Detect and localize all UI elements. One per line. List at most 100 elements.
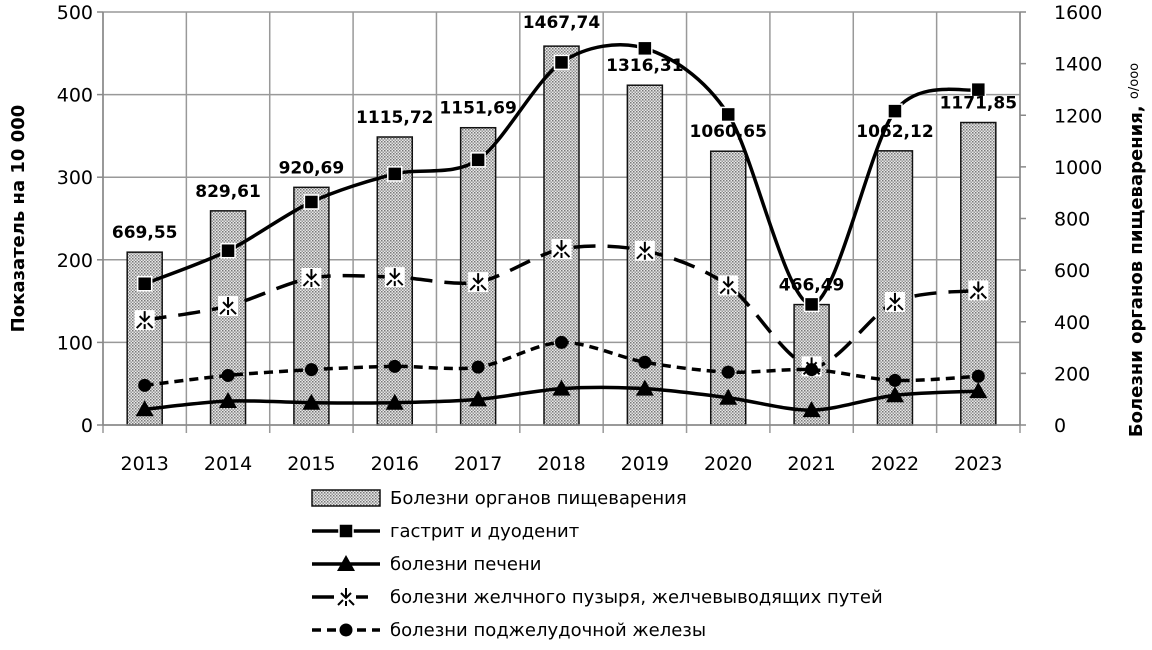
circle-marker bbox=[805, 363, 819, 377]
circle-marker bbox=[221, 368, 235, 382]
bar bbox=[293, 186, 330, 426]
bar bbox=[543, 45, 580, 426]
square-marker bbox=[220, 242, 236, 259]
bar-data-label: 1171,85 bbox=[940, 94, 1017, 114]
x-tick-label: 2023 bbox=[954, 453, 1002, 475]
bar-data-label: 1316,31 bbox=[606, 56, 683, 76]
bar-data-label: 920,69 bbox=[279, 158, 345, 178]
tick-label-right: 0 bbox=[1054, 415, 1066, 437]
star-marker bbox=[718, 275, 739, 296]
triangle-marker bbox=[969, 382, 988, 399]
x-tick-label: 2014 bbox=[204, 453, 252, 475]
star-marker-glyph bbox=[386, 268, 404, 287]
bar-data-label: 1062,12 bbox=[856, 122, 933, 142]
triangle-marker bbox=[469, 390, 488, 407]
x-tick-label: 2020 bbox=[704, 453, 752, 475]
square-marker bbox=[637, 40, 653, 57]
tick-label-left: 100 bbox=[57, 332, 93, 354]
triangle-marker bbox=[719, 388, 738, 405]
star-marker bbox=[134, 310, 155, 331]
x-tick-label: 2019 bbox=[621, 453, 669, 475]
circle-marker bbox=[721, 365, 735, 379]
square-marker bbox=[970, 81, 987, 98]
bar-data-label: 466,49 bbox=[779, 276, 845, 296]
star-marker-glyph bbox=[636, 241, 654, 260]
square-marker bbox=[470, 152, 486, 168]
star-marker-glyph bbox=[552, 240, 571, 259]
x-tick-label: 2018 bbox=[537, 453, 585, 475]
tick-label-right: 1400 bbox=[1054, 54, 1102, 76]
star-marker bbox=[968, 280, 989, 301]
star-marker-glyph bbox=[302, 268, 321, 287]
bar-data-label: 669,55 bbox=[112, 223, 178, 243]
legend-label: Болезни органов пищеварения bbox=[390, 488, 687, 509]
star-marker bbox=[301, 267, 322, 288]
bar-data-label: 1151,69 bbox=[439, 99, 516, 119]
circle-marker bbox=[638, 355, 652, 369]
tick-label-right: 1200 bbox=[1054, 105, 1102, 127]
triangle-marker bbox=[337, 555, 355, 571]
star-marker-glyph bbox=[337, 588, 355, 606]
bar-data-label: 829,61 bbox=[195, 182, 261, 202]
lines: 669,55 829,61 920,69 1115,72 1151,69 1467,74 1… bbox=[112, 13, 1017, 418]
x-tick-label: 2022 bbox=[871, 453, 919, 475]
y-axis-title-left: Показатель на 10 000 bbox=[8, 105, 29, 333]
star-marker bbox=[551, 239, 572, 260]
legend-label: болезни поджелудочной железы bbox=[390, 620, 706, 641]
star-marker-glyph bbox=[719, 276, 737, 295]
tick-label-left: 300 bbox=[57, 167, 93, 189]
star-marker bbox=[468, 272, 489, 293]
square-marker bbox=[338, 523, 354, 539]
axes: 0 100 200 300 400 500 0 200 400 600 800 1000 1200 140… bbox=[8, 2, 1147, 475]
star-marker-glyph bbox=[219, 297, 237, 316]
circle-marker bbox=[339, 623, 353, 637]
series-line bbox=[144, 244, 979, 369]
bar-data-label: 1115,72 bbox=[356, 108, 433, 128]
star-marker-glyph bbox=[886, 292, 904, 311]
star-marker bbox=[634, 240, 655, 261]
star-marker bbox=[884, 291, 905, 312]
square-marker bbox=[387, 166, 403, 182]
tick-label-right: 600 bbox=[1054, 260, 1090, 282]
tick-label-right: 200 bbox=[1054, 363, 1090, 385]
triangle-marker bbox=[385, 393, 404, 410]
triangle-marker bbox=[302, 393, 321, 410]
tick-label-left: 400 bbox=[57, 85, 93, 107]
triangle-marker bbox=[885, 386, 904, 403]
x-tick-label: 2013 bbox=[121, 453, 169, 475]
tick-label-left: 200 bbox=[57, 250, 93, 272]
square-marker bbox=[720, 106, 736, 123]
circle-marker bbox=[971, 369, 985, 383]
x-tick-label: 2015 bbox=[287, 453, 335, 475]
legend-item: болезни печени bbox=[312, 554, 541, 575]
legend-label: болезни печени bbox=[390, 554, 541, 575]
bar-data-label: 1060,65 bbox=[690, 122, 767, 142]
tick-label-left: 0 bbox=[81, 415, 93, 437]
triangle-marker bbox=[635, 379, 654, 396]
triangle-marker bbox=[552, 379, 571, 396]
triangle-marker bbox=[135, 400, 154, 417]
legend-label: гастрит и дуоденит bbox=[390, 521, 579, 542]
legend-swatch-bar bbox=[311, 489, 381, 507]
tick-label-right: 400 bbox=[1054, 312, 1090, 334]
x-tick-label: 2016 bbox=[371, 453, 419, 475]
circle-marker bbox=[888, 373, 902, 387]
square-marker bbox=[887, 103, 903, 119]
legend-item: гастрит и дуоденит bbox=[312, 521, 579, 542]
tick-label-right: 1600 bbox=[1054, 2, 1102, 24]
circle-marker bbox=[471, 360, 485, 374]
triangle-marker bbox=[219, 392, 238, 409]
x-tick-label: 2021 bbox=[787, 453, 835, 475]
legend-label: болезни желчного пузыря, желчевыводящих … bbox=[390, 587, 883, 608]
legend-item: Болезни органов пищеварения bbox=[311, 488, 687, 509]
square-marker bbox=[303, 194, 320, 210]
circle-marker bbox=[138, 378, 152, 392]
square-marker bbox=[136, 276, 153, 292]
star-marker-glyph bbox=[469, 273, 487, 292]
legend: Болезни органов пищеварения гастрит и дуо… bbox=[311, 488, 883, 641]
tick-label-right: 800 bbox=[1054, 209, 1090, 231]
circle-marker bbox=[555, 335, 568, 349]
star-marker bbox=[384, 267, 405, 288]
star-marker bbox=[218, 296, 239, 317]
x-tick-label: 2017 bbox=[454, 453, 502, 475]
